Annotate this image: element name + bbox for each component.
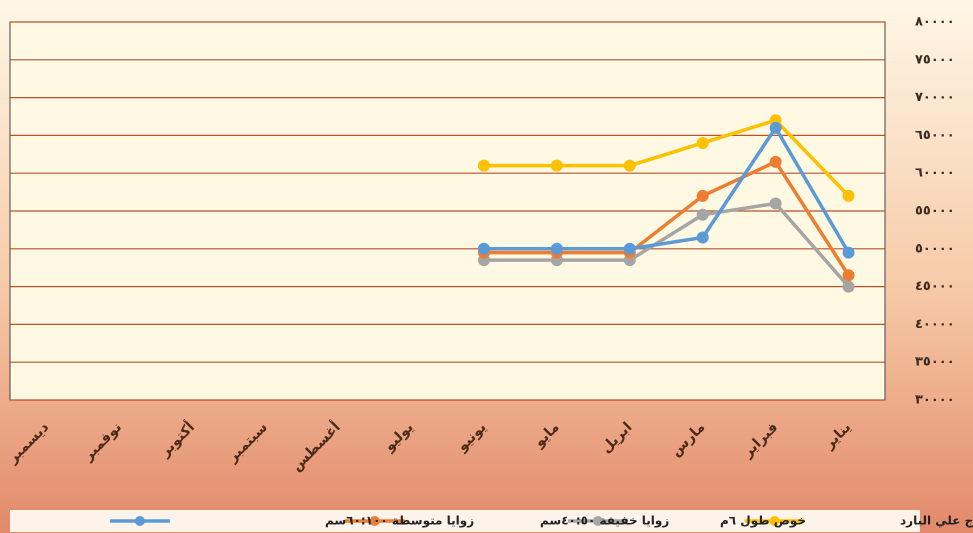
y-tick-label: ٤٠٠٠٠ <box>915 317 955 332</box>
series-line <box>483 124 851 254</box>
data-point <box>769 197 782 210</box>
data-point <box>769 155 782 168</box>
legend-label: خوص طول ٦م <box>720 514 806 529</box>
data-point <box>696 136 709 149</box>
legend-label: زوايا متوسطة ٦٠:١٠٠سم <box>325 514 474 529</box>
legend-box <box>10 510 920 532</box>
legend-marker <box>592 516 603 526</box>
data-point <box>623 159 636 172</box>
data-point <box>623 242 636 255</box>
series-line <box>483 159 851 277</box>
data-point <box>696 189 709 202</box>
y-tick-label: ٣٥٠٠٠ <box>915 355 955 370</box>
y-tick-label: ٥٠٠٠٠ <box>915 241 955 256</box>
data-point <box>842 189 855 202</box>
legend-marker <box>134 516 145 526</box>
y-tick-label: ٥٥٠٠٠ <box>915 204 955 219</box>
legend-marker <box>769 516 780 526</box>
data-point <box>696 231 709 244</box>
y-tick-label: ٨٠٠٠٠ <box>915 15 955 30</box>
series-line <box>483 201 850 288</box>
data-point <box>477 159 490 172</box>
y-tick-label: ٧٠٠٠٠ <box>915 90 955 105</box>
data-point <box>842 280 855 293</box>
y-tick-label: ٧٥٠٠٠ <box>915 52 955 67</box>
data-point <box>769 121 782 134</box>
data-point <box>477 242 490 255</box>
y-tick-label: ٦٥٠٠٠ <box>915 128 955 143</box>
data-point <box>842 269 855 282</box>
data-point <box>696 208 709 221</box>
legend-marker <box>369 516 380 526</box>
y-tick-label: ٦٠٠٠٠ <box>915 166 955 181</box>
legend-label: صاج علي البارد <box>900 514 973 528</box>
data-point <box>550 242 563 255</box>
data-point <box>550 159 563 172</box>
y-tick-label: ٤٥٠٠٠ <box>915 279 955 294</box>
series-line <box>483 118 850 198</box>
data-point <box>842 246 855 259</box>
y-tick-label: ٣٠٠٠٠ <box>915 393 955 408</box>
legend-label: زوايا خفيفة ٤٠:٥٠سم <box>540 514 669 529</box>
